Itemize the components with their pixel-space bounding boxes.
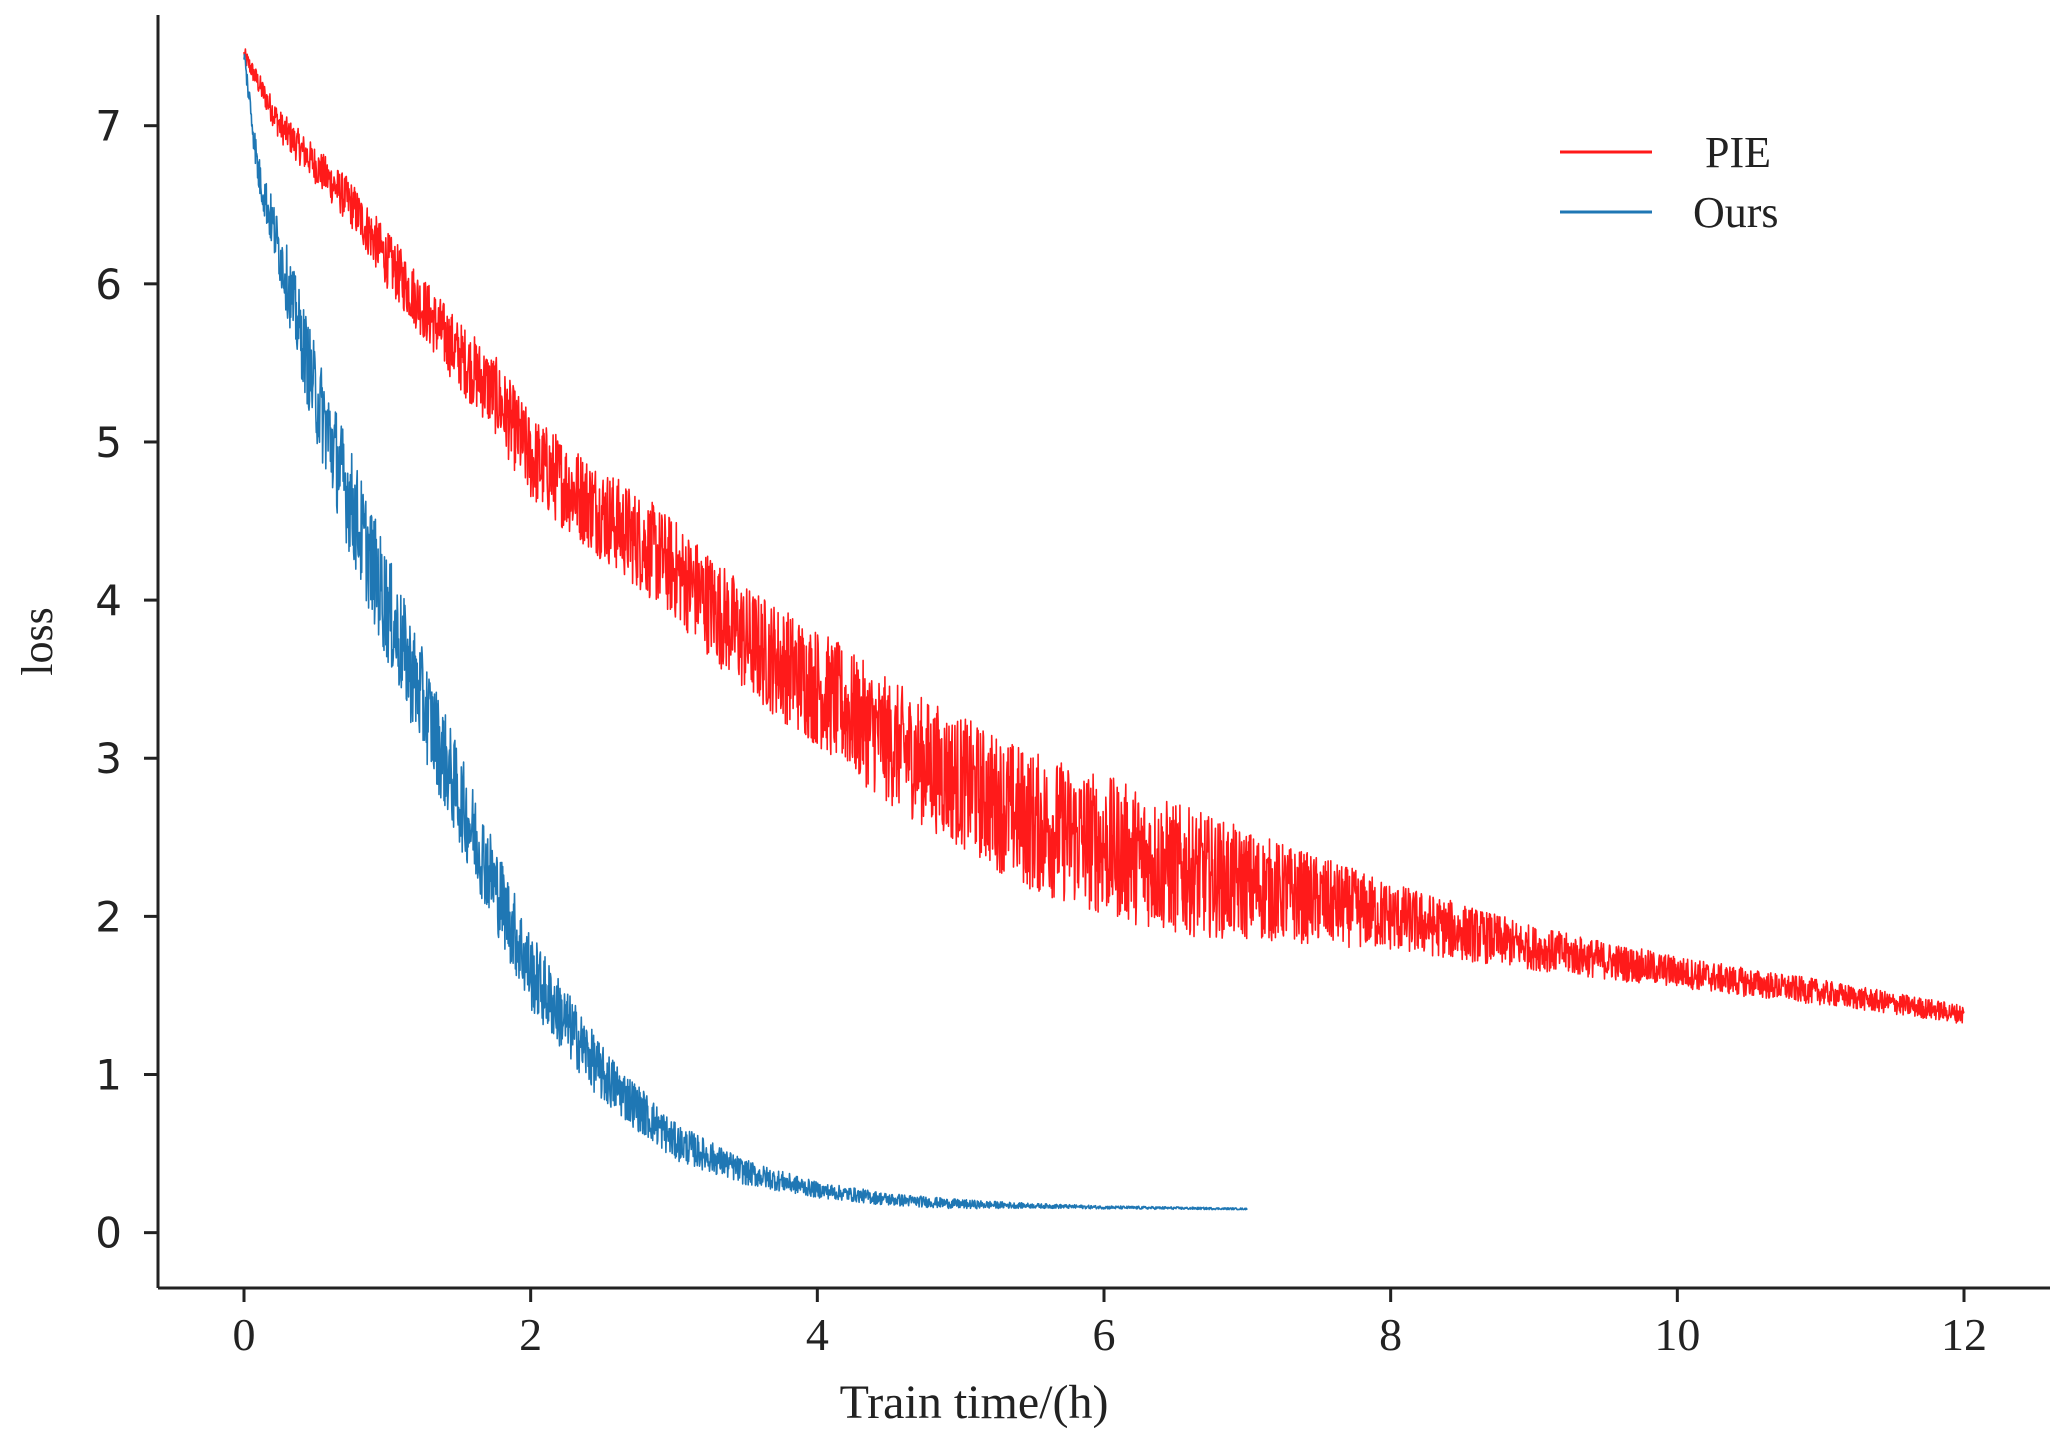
x-axis-label: Train time/(h) (840, 1376, 1109, 1429)
legend-label-pie: PIE (1705, 128, 1771, 177)
y-tick-label: 3 (95, 734, 122, 783)
y-tick-label: 7 (95, 102, 122, 151)
x-tick-label: 6 (1093, 1309, 1116, 1360)
y-axis-label: loss (13, 607, 62, 675)
x-tick-label: 2 (519, 1309, 542, 1360)
x-tick-label: 10 (1654, 1309, 1700, 1360)
x-tick-label: 0 (233, 1309, 256, 1360)
series-layer (243, 48, 1965, 1211)
y-tick-label: 1 (95, 1051, 122, 1100)
x-ticks: 0 2 4 6 8 10 12 (233, 1288, 1987, 1360)
y-tick-label: 2 (95, 892, 122, 941)
x-tick-label: 12 (1941, 1309, 1987, 1360)
legend: PIE Ours (1560, 128, 1779, 237)
legend-label-ours: Ours (1693, 188, 1779, 237)
y-tick-label: 5 (95, 418, 122, 467)
x-tick-label: 8 (1379, 1309, 1402, 1360)
y-ticks: 0 1 2 3 4 5 6 7 (95, 102, 158, 1258)
series-line-ours (243, 53, 1248, 1211)
x-tick-label: 4 (806, 1309, 829, 1360)
y-tick-label: 0 (95, 1209, 122, 1258)
y-tick-label: 4 (95, 576, 122, 625)
y-tick-label: 6 (95, 260, 122, 309)
series-line-pie (243, 48, 1965, 1024)
